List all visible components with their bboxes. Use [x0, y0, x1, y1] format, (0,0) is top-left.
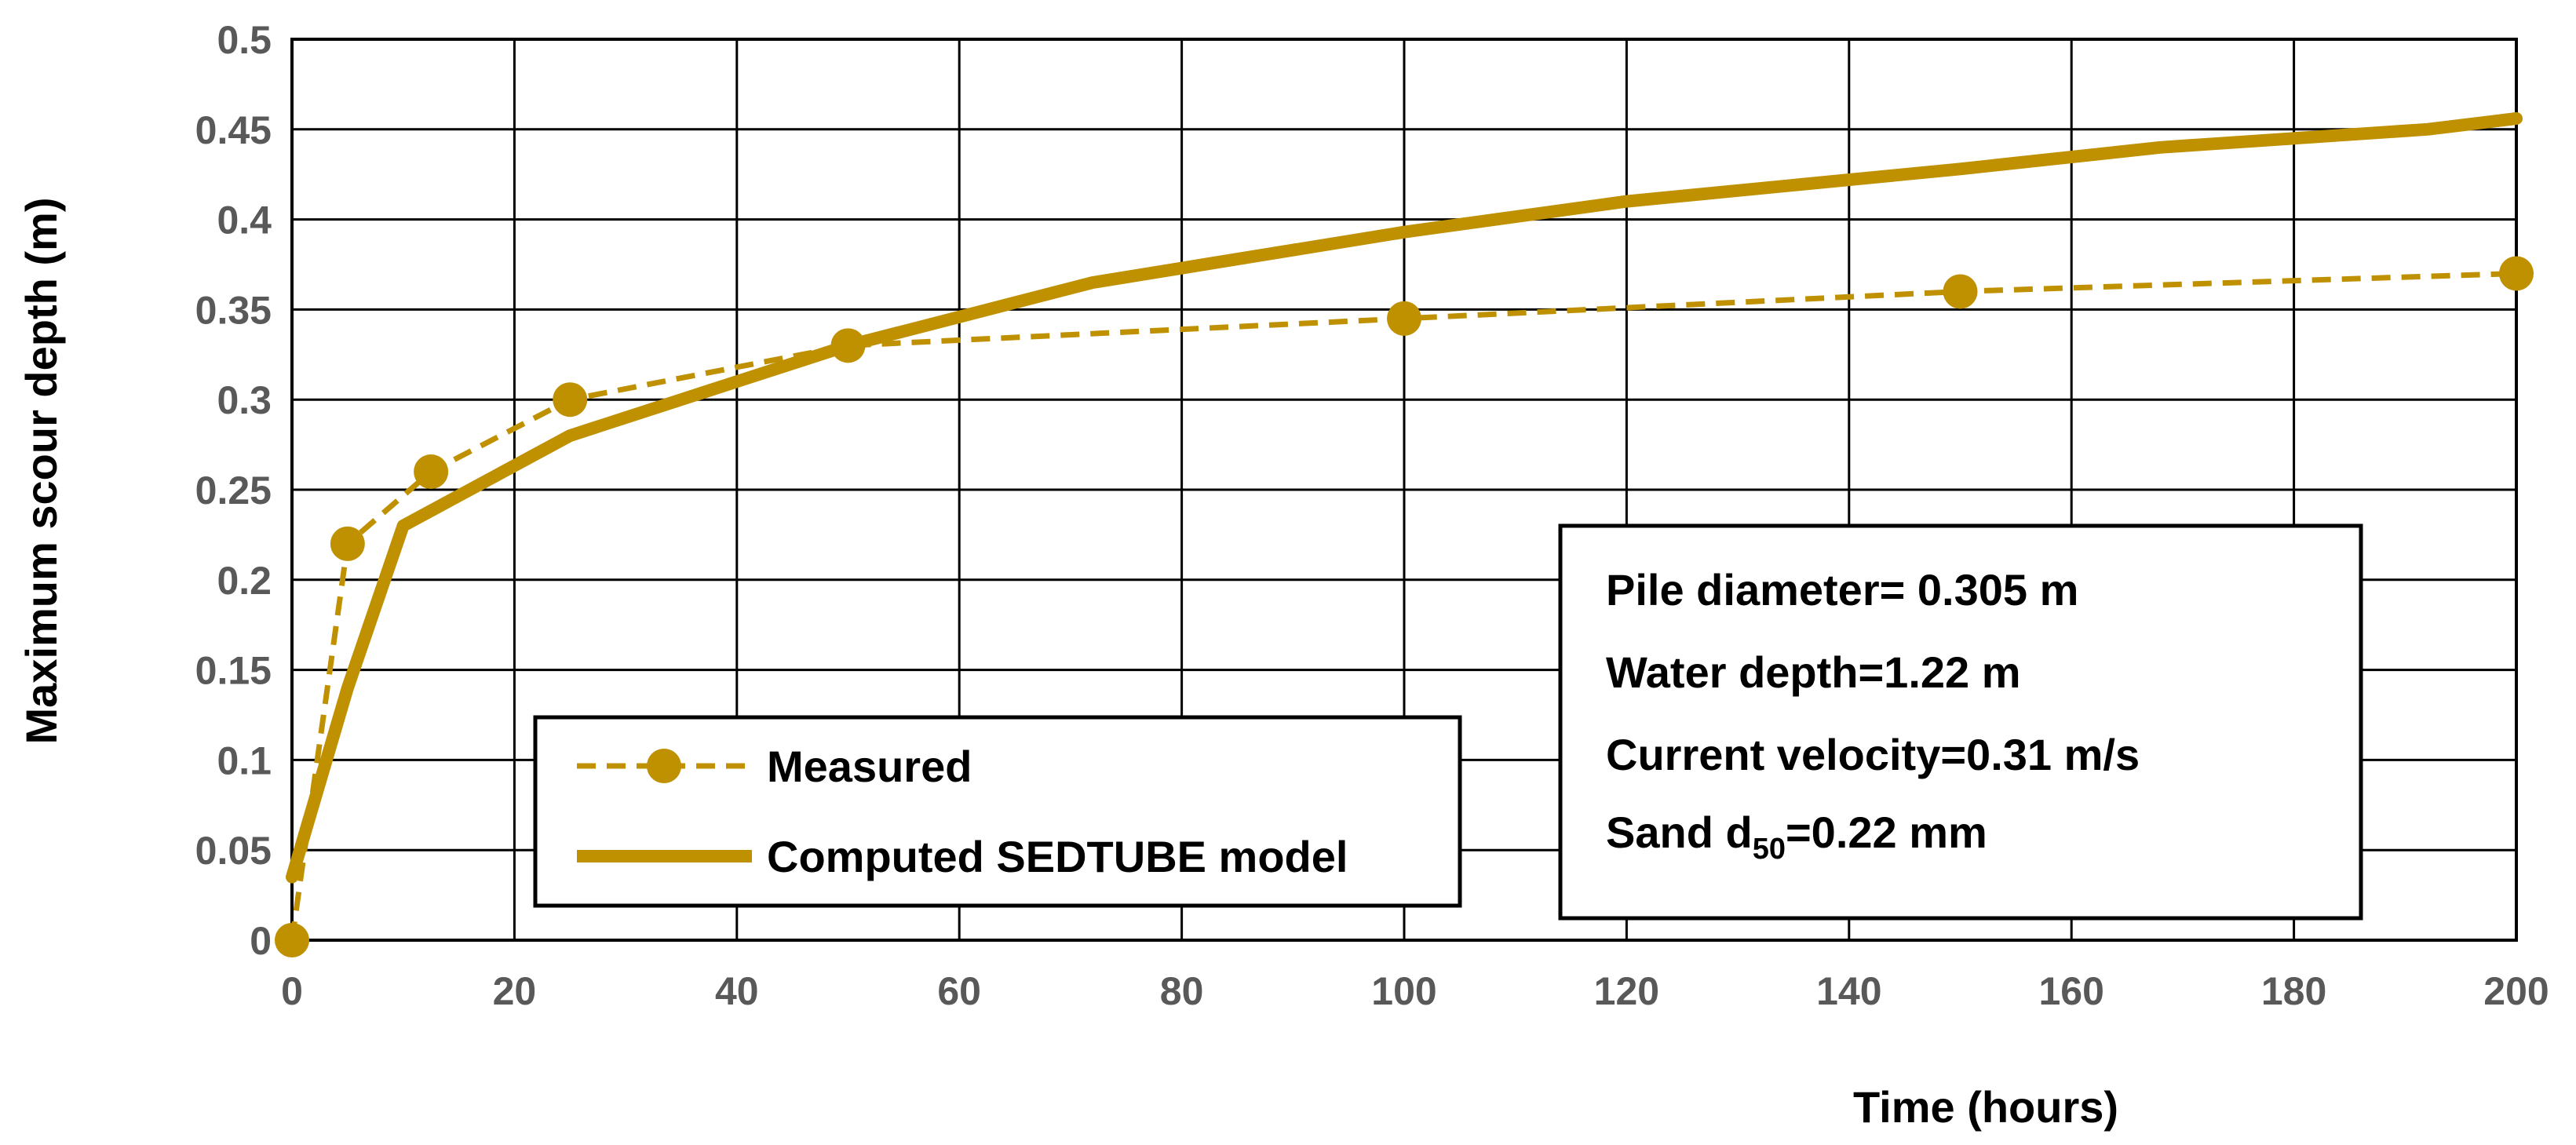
y-tick-label: 0.15 [195, 649, 272, 693]
x-tick-label: 60 [937, 969, 981, 1013]
grid [290, 38, 2518, 942]
legend-label-computed: Computed SEDTUBE model [767, 832, 1348, 881]
info-sand-subscript: 50 [1753, 833, 1786, 866]
info-sand-d50: Sand d50=0.22 mm [1606, 808, 1987, 866]
series-layer [275, 112, 2534, 957]
info-water-depth: Water depth=1.22 m [1606, 647, 2021, 697]
y-tick-label: 0.45 [195, 108, 272, 152]
series-measured-line [289, 271, 2517, 941]
x-tick-label: 100 [1371, 969, 1436, 1013]
x-tick-label: 120 [1594, 969, 1659, 1013]
x-tick-label: 20 [493, 969, 537, 1013]
x-tick-label: 40 [715, 969, 759, 1013]
parameters-frame [1558, 523, 2363, 921]
info-pile-diameter: Pile diameter= 0.305 m [1606, 565, 2078, 614]
y-axis-title: Maximum scour depth (m) [16, 198, 66, 745]
y-tick-label: 0.25 [195, 469, 272, 512]
y-tick-label: 0 [250, 919, 272, 963]
y-tick-label: 0.05 [195, 829, 272, 873]
legend-measured-marker [647, 749, 681, 783]
x-tick-label: 200 [2483, 969, 2549, 1013]
x-axis-title: Time (hours) [1853, 1082, 2118, 1132]
x-tick-label: 180 [2261, 969, 2326, 1013]
tick-labels: 0 20 40 60 80 100 120 140 160 180 200 0 0.05 0.1 0.15 0… [195, 18, 2549, 1013]
legend-label-measured: Measured [767, 742, 972, 791]
measured-point [1387, 301, 1421, 336]
measured-point [2499, 256, 2534, 291]
plot-area-border [290, 38, 2518, 942]
measured-point [553, 382, 588, 418]
info-sand-suffix: =0.22 mm [1786, 808, 1987, 857]
y-tick-label: 0.2 [217, 559, 272, 603]
x-tick-label: 160 [2038, 969, 2103, 1013]
measured-point [414, 454, 449, 490]
y-tick-label: 0.3 [217, 378, 272, 422]
y-tick-label: 0.35 [195, 288, 272, 332]
y-tick-label: 0.4 [217, 199, 272, 242]
y-tick-label: 0.5 [217, 18, 272, 62]
measured-point [1943, 274, 1978, 309]
legend-frame [533, 715, 1462, 908]
series-computed-line [286, 112, 2523, 884]
info-current-velocity: Current velocity=0.31 m/s [1606, 730, 2140, 779]
legend: Measured Computed SEDTUBE model [533, 715, 1462, 908]
parameters-box: Pile diameter= 0.305 m Water depth=1.22 … [1558, 523, 2363, 921]
measured-point [330, 526, 365, 561]
y-tick-label: 0.1 [217, 738, 272, 782]
measured-point [275, 923, 309, 957]
measured-point [830, 328, 866, 363]
x-tick-label: 140 [1816, 969, 1881, 1013]
x-tick-label: 0 [281, 969, 303, 1013]
info-sand-prefix: Sand d [1606, 808, 1753, 857]
x-tick-label: 80 [1160, 969, 1204, 1013]
